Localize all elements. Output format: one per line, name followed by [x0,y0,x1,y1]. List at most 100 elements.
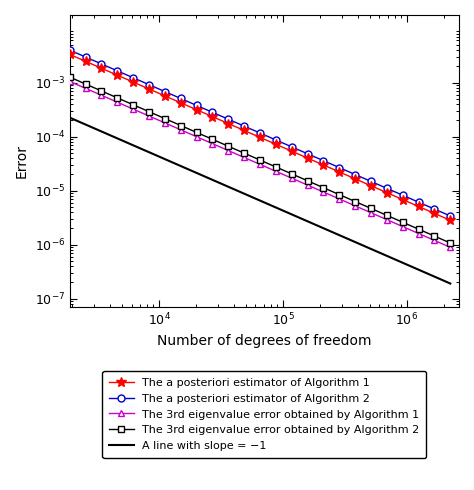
The 3rd eigenvalue error obtained by Algorithm 1 [226,147,231,153]
The a posteriori estimator of Algorithm 1 [432,211,438,217]
The a posteriori estimator of Algorithm 2 [115,68,120,74]
The a posteriori estimator of Algorithm 1 [115,72,120,78]
The a posteriori estimator of Algorithm 1 [178,100,183,106]
The 3rd eigenvalue error obtained by Algorithm 2 [368,205,374,211]
The 3rd eigenvalue error obtained by Algorithm 2 [210,136,215,142]
The a posteriori estimator of Algorithm 1 [194,107,200,113]
The a posteriori estimator of Algorithm 1 [226,121,231,126]
The a posteriori estimator of Algorithm 1 [416,203,421,209]
The a posteriori estimator of Algorithm 1 [384,190,390,196]
The a posteriori estimator of Algorithm 1 [337,169,342,175]
The 3rd eigenvalue error obtained by Algorithm 1 [178,127,183,133]
The 3rd eigenvalue error obtained by Algorithm 2 [99,88,104,94]
The a posteriori estimator of Algorithm 1 [146,86,152,92]
The a posteriori estimator of Algorithm 1 [210,114,215,120]
The a posteriori estimator of Algorithm 2 [447,213,453,219]
The 3rd eigenvalue error obtained by Algorithm 2 [146,109,152,115]
The 3rd eigenvalue error obtained by Algorithm 1 [67,78,73,84]
The a posteriori estimator of Algorithm 2 [289,144,295,150]
The a posteriori estimator of Algorithm 1 [400,196,406,202]
The 3rd eigenvalue error obtained by Algorithm 1 [162,120,168,126]
The 3rd eigenvalue error obtained by Algorithm 2 [416,226,421,232]
The 3rd eigenvalue error obtained by Algorithm 1 [210,141,215,147]
The a posteriori estimator of Algorithm 2 [320,158,326,164]
The 3rd eigenvalue error obtained by Algorithm 1 [241,154,247,160]
The a posteriori estimator of Algorithm 2 [130,75,136,81]
The a posteriori estimator of Algorithm 2 [416,199,421,205]
The 3rd eigenvalue error obtained by Algorithm 1 [115,99,120,105]
The 3rd eigenvalue error obtained by Algorithm 1 [384,217,390,222]
The a posteriori estimator of Algorithm 1 [83,58,89,64]
The 3rd eigenvalue error obtained by Algorithm 2 [194,129,200,135]
The 3rd eigenvalue error obtained by Algorithm 2 [83,81,89,87]
The 3rd eigenvalue error obtained by Algorithm 1 [146,113,152,119]
The a posteriori estimator of Algorithm 1 [320,162,326,168]
The a posteriori estimator of Algorithm 2 [210,109,215,115]
The 3rd eigenvalue error obtained by Algorithm 1 [320,189,326,195]
The 3rd eigenvalue error obtained by Algorithm 1 [289,175,295,181]
The a posteriori estimator of Algorithm 1 [257,134,263,140]
The a posteriori estimator of Algorithm 2 [83,54,89,60]
The a posteriori estimator of Algorithm 1 [241,127,247,133]
The 3rd eigenvalue error obtained by Algorithm 1 [432,238,438,244]
The 3rd eigenvalue error obtained by Algorithm 2 [352,198,358,204]
The 3rd eigenvalue error obtained by Algorithm 1 [368,210,374,216]
Line: The 3rd eigenvalue error obtained by Algorithm 2: The 3rd eigenvalue error obtained by Alg… [67,74,453,246]
The 3rd eigenvalue error obtained by Algorithm 1 [447,245,453,250]
The a posteriori estimator of Algorithm 2 [368,178,374,184]
The a posteriori estimator of Algorithm 2 [400,192,406,198]
The a posteriori estimator of Algorithm 1 [273,141,279,147]
The a posteriori estimator of Algorithm 1 [305,155,310,161]
The a posteriori estimator of Algorithm 2 [257,130,263,136]
Line: The 3rd eigenvalue error obtained by Algorithm 1: The 3rd eigenvalue error obtained by Alg… [66,78,454,251]
The 3rd eigenvalue error obtained by Algorithm 1 [352,203,358,209]
The 3rd eigenvalue error obtained by Algorithm 2 [178,122,183,128]
The 3rd eigenvalue error obtained by Algorithm 1 [400,223,406,229]
The 3rd eigenvalue error obtained by Algorithm 1 [257,161,263,167]
The 3rd eigenvalue error obtained by Algorithm 2 [241,150,247,156]
The a posteriori estimator of Algorithm 1 [368,183,374,189]
The 3rd eigenvalue error obtained by Algorithm 2 [226,143,231,149]
The 3rd eigenvalue error obtained by Algorithm 1 [83,85,89,91]
The a posteriori estimator of Algorithm 2 [146,82,152,88]
The a posteriori estimator of Algorithm 2 [432,206,438,212]
Line: The a posteriori estimator of Algorithm 1: The a posteriori estimator of Algorithm … [65,49,455,225]
The a posteriori estimator of Algorithm 2 [67,47,73,53]
The 3rd eigenvalue error obtained by Algorithm 1 [337,196,342,202]
The a posteriori estimator of Algorithm 1 [447,218,453,223]
The 3rd eigenvalue error obtained by Algorithm 2 [67,74,73,80]
The a posteriori estimator of Algorithm 2 [337,165,342,171]
The a posteriori estimator of Algorithm 2 [226,116,231,122]
The 3rd eigenvalue error obtained by Algorithm 2 [337,192,342,197]
The a posteriori estimator of Algorithm 2 [178,96,183,101]
The a posteriori estimator of Algorithm 1 [99,65,104,71]
The 3rd eigenvalue error obtained by Algorithm 2 [400,220,406,225]
The a posteriori estimator of Algorithm 2 [384,185,390,191]
Y-axis label: Error: Error [15,144,29,178]
The a posteriori estimator of Algorithm 2 [99,61,104,67]
The a posteriori estimator of Algorithm 1 [352,176,358,182]
The 3rd eigenvalue error obtained by Algorithm 1 [305,182,310,188]
The 3rd eigenvalue error obtained by Algorithm 2 [162,116,168,122]
X-axis label: Number of degrees of freedom: Number of degrees of freedom [157,334,372,348]
The 3rd eigenvalue error obtained by Algorithm 2 [447,240,453,246]
Legend: The a posteriori estimator of Algorithm 1, The a posteriori estimator of Algorit: The a posteriori estimator of Algorithm … [102,370,426,458]
The 3rd eigenvalue error obtained by Algorithm 2 [320,185,326,191]
The a posteriori estimator of Algorithm 1 [162,93,168,99]
The 3rd eigenvalue error obtained by Algorithm 1 [194,134,200,140]
The a posteriori estimator of Algorithm 1 [67,51,73,57]
The a posteriori estimator of Algorithm 2 [352,172,358,177]
The a posteriori estimator of Algorithm 2 [162,89,168,95]
The 3rd eigenvalue error obtained by Algorithm 2 [130,102,136,108]
The 3rd eigenvalue error obtained by Algorithm 2 [384,213,390,219]
The 3rd eigenvalue error obtained by Algorithm 1 [273,169,279,174]
The 3rd eigenvalue error obtained by Algorithm 2 [115,95,120,101]
The a posteriori estimator of Algorithm 1 [289,148,295,154]
The a posteriori estimator of Algorithm 2 [305,151,310,157]
The 3rd eigenvalue error obtained by Algorithm 1 [99,92,104,98]
The a posteriori estimator of Algorithm 2 [241,123,247,129]
The 3rd eigenvalue error obtained by Algorithm 2 [273,164,279,170]
The a posteriori estimator of Algorithm 1 [130,79,136,85]
The 3rd eigenvalue error obtained by Algorithm 2 [432,233,438,239]
The a posteriori estimator of Algorithm 2 [273,137,279,143]
